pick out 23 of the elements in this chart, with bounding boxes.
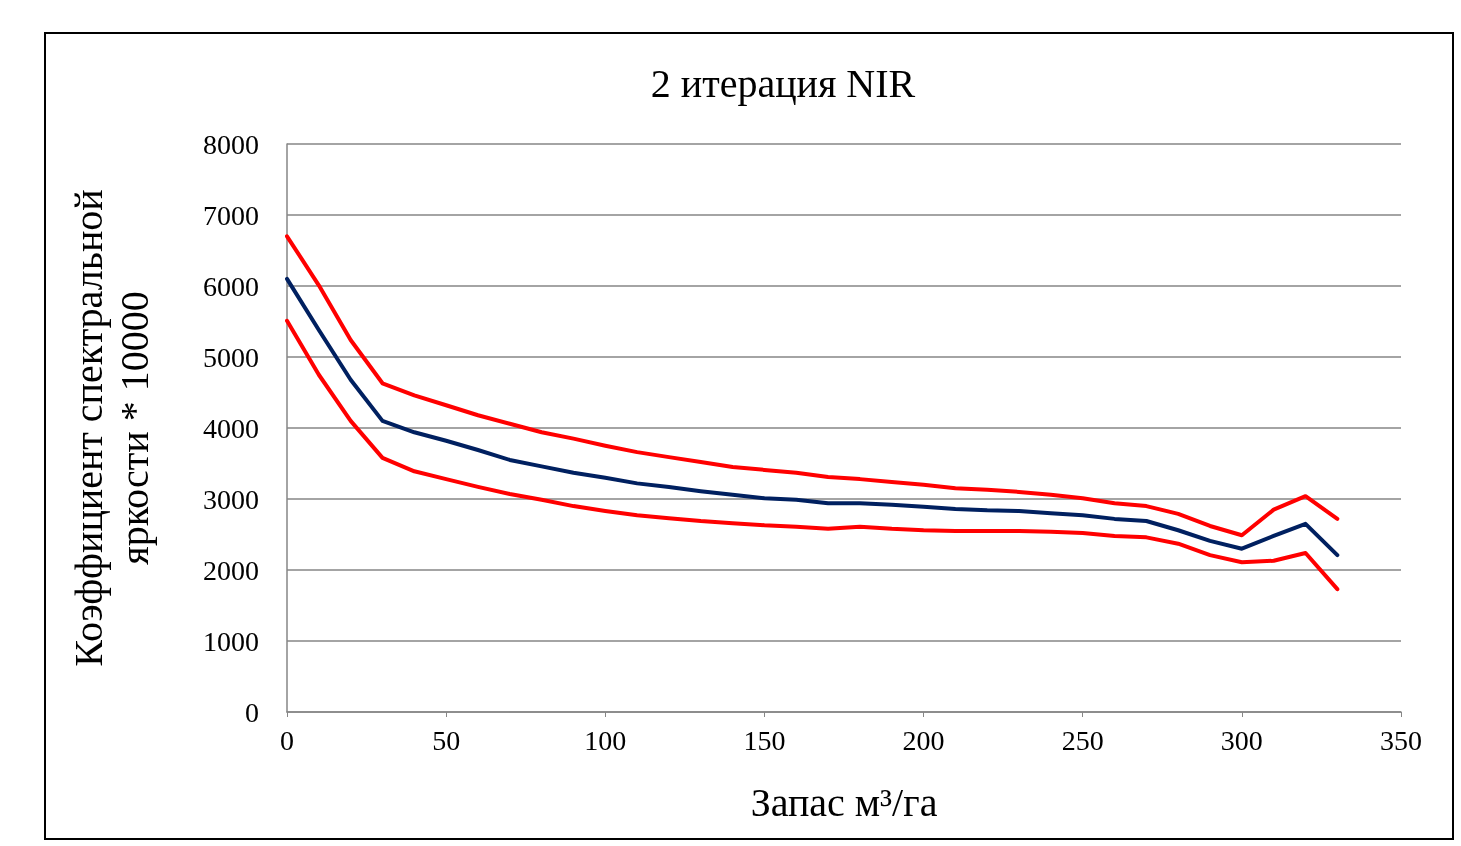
x-tick-label: 100 xyxy=(584,724,627,756)
x-axis-title: Запас м³/га xyxy=(750,779,938,825)
x-tick-label: 250 xyxy=(1061,724,1104,756)
y-tick-label: 3000 xyxy=(203,483,259,515)
chart-title: 2 итерация NIR xyxy=(650,60,916,106)
line-series xyxy=(285,318,1340,592)
y-tick-label: 6000 xyxy=(203,270,259,302)
y-tick-label: 0 xyxy=(245,696,259,728)
y-tick-label: 1000 xyxy=(203,625,259,657)
x-tick-label: 0 xyxy=(280,724,294,756)
line-series xyxy=(285,276,1340,558)
x-tick-label: 50 xyxy=(432,724,461,756)
y-tick-label: 7000 xyxy=(203,199,259,231)
line-series xyxy=(285,234,1340,538)
y-tick-label: 5000 xyxy=(203,341,259,373)
y-axis-title: Коэффициент спектральной яркости * 10000 xyxy=(65,189,157,667)
x-tick-label: 350 xyxy=(1380,724,1422,756)
x-tick-label: 300 xyxy=(1220,724,1263,756)
x-tick-label: 150 xyxy=(743,724,786,756)
y-tick-label: 2000 xyxy=(203,554,259,586)
y-tick-label: 8000 xyxy=(203,128,259,160)
x-tick-label: 200 xyxy=(902,724,945,756)
y-tick-label: 4000 xyxy=(203,412,259,444)
